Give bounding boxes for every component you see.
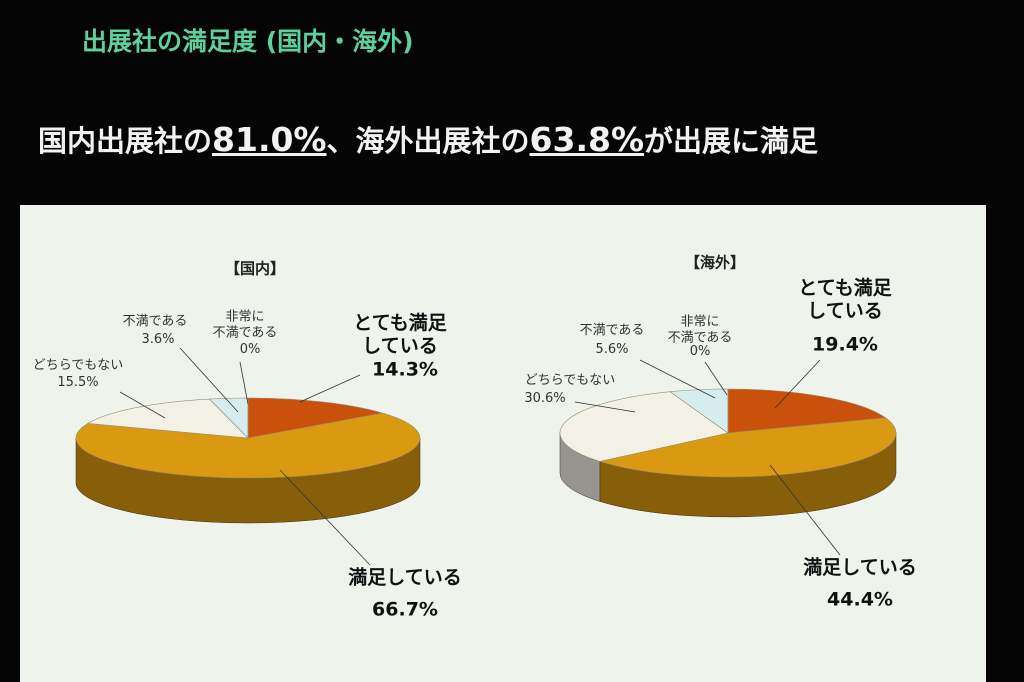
leader-line (574, 401, 636, 413)
leader-line (299, 374, 361, 403)
headline-figure: 63.8% (529, 120, 645, 159)
slice (598, 417, 897, 478)
slice (86, 398, 249, 439)
value-label: 44.4% (827, 588, 893, 611)
leader-line (704, 361, 728, 396)
slice-label: どちらでもない (32, 358, 124, 374)
leader-line (279, 469, 371, 566)
slice-label: 満足している (348, 566, 462, 589)
slice-label: とても満足 している (798, 277, 892, 322)
value-label: 3.6% (141, 332, 175, 348)
leader-line (769, 464, 841, 556)
pie-title: 【国内】 (224, 259, 286, 278)
slice-label: 不満である (122, 314, 188, 330)
value-label: 15.5% (57, 375, 99, 391)
headline-text: 国内出展社の (38, 124, 213, 158)
value-label: 19.4% (812, 333, 878, 356)
value-label: 0% (239, 342, 261, 358)
value-label: 66.7% (372, 598, 438, 621)
slide-title: 出展社の満足度 (国内・海外) (82, 27, 414, 56)
pie-title: 【海外】 (684, 253, 746, 272)
value-label: 14.3% (372, 358, 438, 381)
leader-line (179, 347, 239, 413)
headline-text: が出展に満足 (644, 124, 819, 158)
slice-label: 満足している (803, 556, 917, 579)
slice (75, 412, 421, 479)
value-label: 5.6% (595, 342, 629, 358)
headline: 国内出展社の81.0%、海外出展社の63.8%が出展に満足 (38, 118, 818, 160)
leader-line (639, 359, 716, 399)
slice-label: 不満である (579, 323, 645, 339)
slice-label: 非常に 不満である (212, 309, 278, 340)
slice (559, 391, 729, 462)
slice-label: 非常に 不満である (667, 314, 733, 345)
headline-text: 、海外出展社の (326, 124, 530, 158)
slice (727, 388, 887, 434)
leader-line (774, 359, 821, 409)
slice (247, 397, 383, 439)
slice-label: どちらでもない (524, 373, 616, 389)
value-label: 0% (689, 344, 711, 360)
leader-line (119, 391, 166, 419)
value-label: 30.6% (524, 391, 566, 407)
leader-line (239, 361, 249, 405)
slice-label: とても満足 している (353, 312, 447, 357)
headline-figure: 81.0% (212, 120, 327, 159)
